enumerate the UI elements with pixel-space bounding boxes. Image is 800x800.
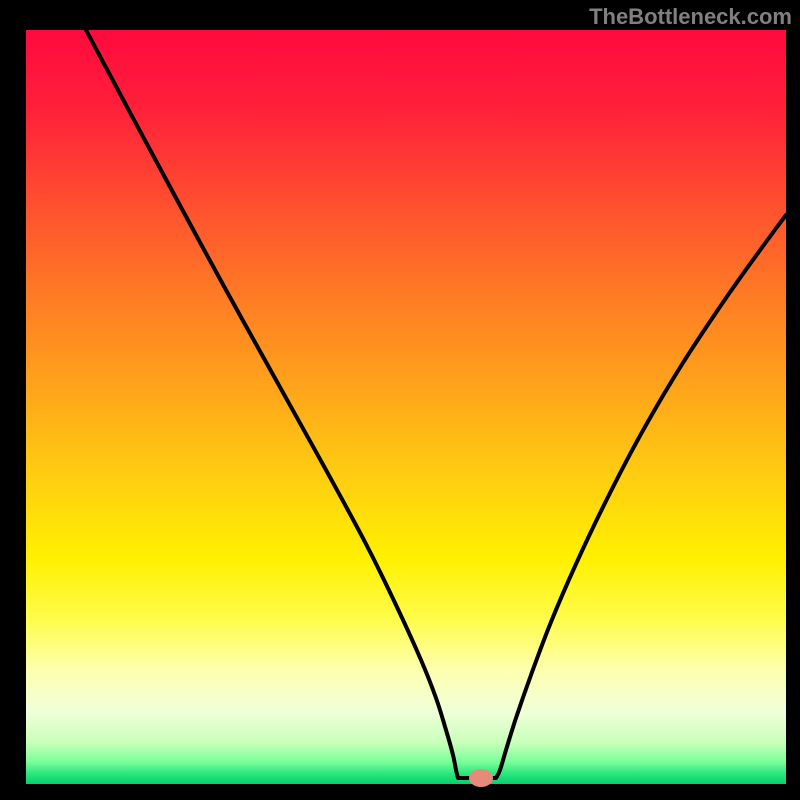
watermark-text: TheBottleneck.com bbox=[589, 4, 792, 30]
minimum-marker bbox=[469, 769, 493, 787]
chart-plot-area bbox=[26, 30, 786, 784]
curve-line bbox=[26, 30, 786, 784]
